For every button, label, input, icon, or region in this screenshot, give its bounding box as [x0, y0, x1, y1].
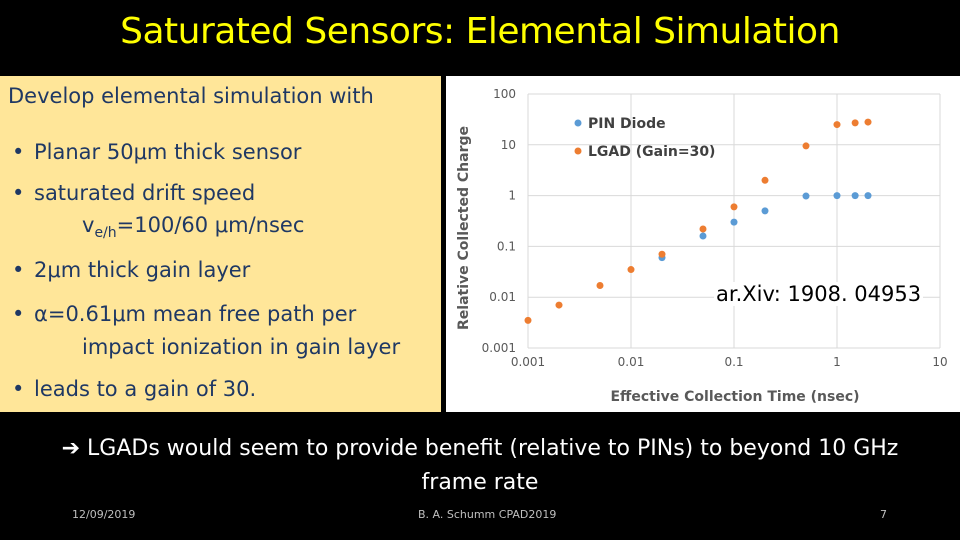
x-tick-label: 1: [833, 355, 841, 369]
arxiv-reference: ar.Xiv: 1908. 04953: [714, 282, 924, 306]
pin-diode-point: [864, 192, 872, 200]
pin-diode-point: [699, 232, 707, 240]
x-tick-label: 0.01: [618, 355, 645, 369]
legend-marker: [574, 119, 582, 127]
bullet-text: 2μm thick gain layer: [34, 258, 251, 282]
x-axis-label: Effective Collection Time (nsec): [610, 389, 859, 405]
lgad-point: [658, 250, 666, 258]
pin-diode-point: [730, 218, 738, 226]
lgad-point: [555, 301, 563, 309]
footer-author: B. A. Schumm CPAD2019: [418, 508, 557, 521]
lgad-point: [524, 316, 532, 324]
slide-title: Saturated Sensors: Elemental Simulation: [120, 11, 840, 52]
bullet-glyph: •: [12, 140, 25, 164]
x-tick-label: 10: [932, 355, 947, 369]
bullet-drift-speed: • saturated drift speed: [12, 177, 255, 209]
chart-axes: 0.001 0.01 0.1 1 10 0.001 0.01 0.1 1 10 100: [482, 87, 948, 369]
conclusion-text: ➔ LGADs would seem to provide benefit (r…: [61, 436, 899, 495]
lgad-point: [761, 176, 769, 184]
lgad-point: [596, 281, 604, 289]
velocity-subscript: e/h: [94, 225, 117, 242]
bullet-drift-speed-cont: ve/h=100/60 μm/nsec: [12, 209, 304, 249]
bullet-gain-result: • leads to a gain of 30.: [12, 373, 256, 405]
y-tick-label: 1: [508, 189, 516, 203]
velocity-symbol: v: [82, 213, 95, 237]
pin-diode-point: [851, 192, 859, 200]
pin-diode-point: [761, 207, 769, 215]
x-tick-label: 0.001: [511, 355, 545, 369]
y-axis-label: Relative Collected Charge: [456, 126, 472, 330]
bullet-glyph: •: [12, 258, 25, 282]
lgad-point: [851, 119, 859, 127]
bullet-text: leads to a gain of 30.: [34, 377, 257, 401]
bullet-text: α=0.61μm mean free path per: [34, 302, 357, 326]
bullet-glyph: •: [12, 181, 25, 205]
y-tick-label: 10: [501, 138, 516, 152]
intro-text: Develop elemental simulation with: [8, 84, 374, 108]
y-tick-label: 0.01: [489, 290, 516, 304]
lgad-point: [833, 121, 841, 129]
bullet-mean-free-path: • α=0.61μm mean free path per: [12, 298, 356, 330]
lgad-point: [730, 203, 738, 211]
lgad-point: [627, 266, 635, 274]
bullet-glyph: •: [12, 302, 25, 326]
y-tick-label: 0.001: [482, 341, 516, 355]
bullet-sensor: • Planar 50μm thick sensor: [12, 136, 301, 168]
bullet-text: impact ionization in gain layer: [82, 335, 401, 359]
pin-diode-point: [802, 192, 810, 200]
bullet-text: Planar 50μm thick sensor: [34, 140, 302, 164]
bullet-mean-free-path-cont: impact ionization in gain layer: [12, 331, 400, 363]
scatter-chart: 0.001 0.01 0.1 1 10 0.001 0.01 0.1 1 10 100 PIN Di…: [456, 87, 948, 405]
x-tick-label: 0.1: [724, 355, 743, 369]
bullet-glyph: •: [12, 377, 25, 401]
y-tick-label: 100: [493, 87, 516, 101]
chart-legend: PIN Diode LGAD (Gain=30): [574, 116, 715, 160]
bullet-text: saturated drift speed: [34, 181, 256, 205]
legend-marker: [574, 147, 582, 155]
y-tick-label: 0.1: [497, 239, 516, 253]
chart-panel: 0.001 0.01 0.1 1 10 0.001 0.01 0.1 1 10 100 PIN Di…: [446, 76, 960, 412]
legend-label: PIN Diode: [588, 116, 666, 132]
lgad-point: [864, 118, 872, 126]
legend-label: LGAD (Gain=30): [588, 144, 715, 160]
chart-points: [524, 118, 872, 324]
bullet-gain-layer: • 2μm thick gain layer: [12, 254, 250, 286]
lgad-point: [699, 225, 707, 233]
velocity-value: =100/60 μm/nsec: [116, 213, 305, 237]
lgad-point: [802, 142, 810, 150]
footer-page-number: 7: [880, 508, 887, 521]
pin-diode-point: [833, 192, 841, 200]
footer-date: 12/09/2019: [72, 508, 136, 521]
bullets-panel: Develop elemental simulation with • Plana…: [0, 76, 441, 412]
